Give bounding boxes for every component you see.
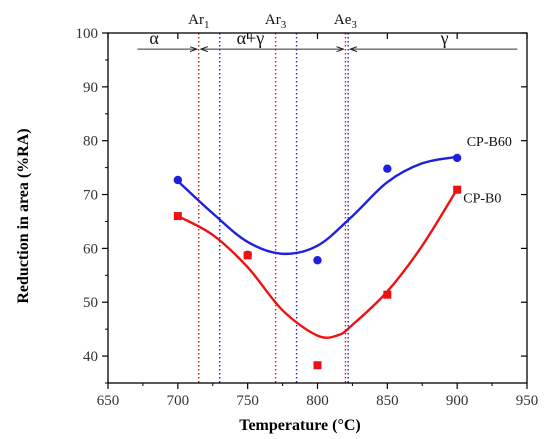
cp-b60-fit-curve	[177, 155, 458, 256]
series-label: CP-B0	[463, 192, 501, 207]
y-tick-label: 80	[83, 134, 98, 150]
phase-region-label: α+γ	[237, 28, 265, 48]
critical-temp-label: Ar3	[265, 12, 287, 31]
x-axis-title: Temperature (°C)	[239, 417, 360, 434]
x-tick-label: 850	[376, 393, 399, 409]
phase-region-label: γ	[440, 28, 449, 48]
y-tick-label: 50	[83, 295, 98, 311]
x-tick-label: 650	[97, 393, 120, 409]
cp-b0-data-point	[313, 361, 322, 370]
cp-b60-data-point	[313, 256, 322, 265]
x-tick-label: 750	[236, 393, 259, 409]
cp-b60-data-point	[452, 153, 462, 163]
y-tick-label: 100	[76, 26, 99, 42]
x-tick-label: 950	[516, 393, 539, 409]
y-tick-label: 40	[83, 349, 98, 365]
y-tick-label: 60	[83, 241, 98, 257]
y-tick-label: 70	[83, 188, 98, 204]
cp-b0-data-point	[243, 251, 252, 260]
plot-area: 650 700 750 800 850 900 950 40 50 60 70 80 90 100 Ar1 A…	[76, 12, 539, 409]
cp-b0-data-point	[453, 185, 462, 194]
critical-temp-label: Ae3	[334, 12, 358, 31]
x-tick-label: 800	[306, 393, 329, 409]
x-tick-label: 900	[446, 393, 469, 409]
phase-region-label: α	[149, 28, 159, 48]
cp-b60-data-point	[383, 164, 392, 173]
y-axis-title: Reduction in area (%RA)	[15, 128, 32, 303]
cp-b0-data-point	[173, 212, 182, 221]
x-tick-label: 700	[167, 393, 190, 409]
cp-b0-fit-curve	[177, 188, 459, 339]
cp-b60-data-point	[173, 175, 183, 185]
critical-temp-label: Ar1	[188, 12, 209, 31]
series-label: CP-B60	[467, 135, 512, 150]
cp-b0-data-point	[383, 290, 392, 299]
plot-frame	[107, 32, 528, 384]
y-tick-label: 90	[83, 80, 98, 96]
